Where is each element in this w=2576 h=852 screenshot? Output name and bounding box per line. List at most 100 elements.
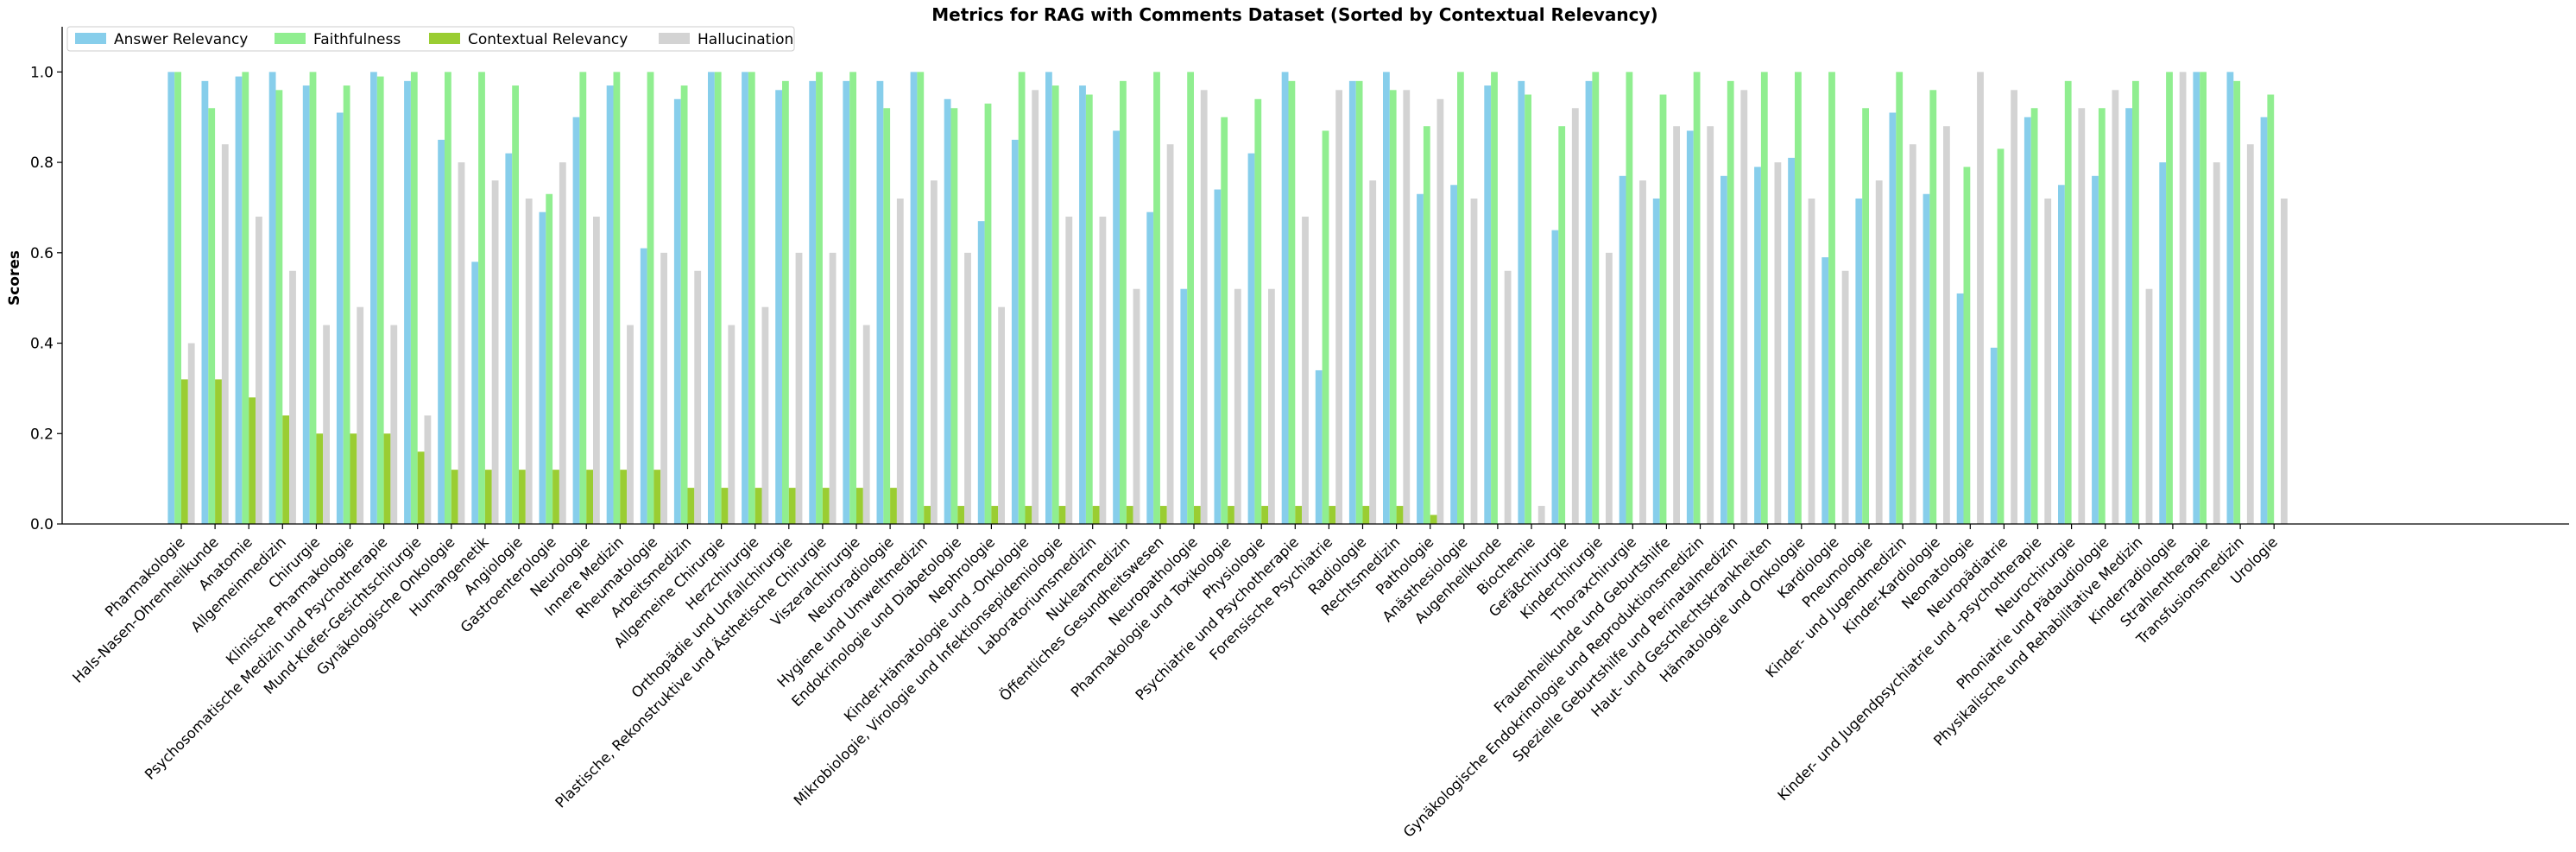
bar-hallucination-8 — [458, 162, 465, 524]
bar-answer-relevancy-13 — [606, 85, 614, 524]
bar-contextual-relevancy-9 — [484, 470, 492, 524]
bar-faithfulness-43 — [1626, 72, 1633, 525]
bar-answer-relevancy-28 — [1113, 130, 1120, 524]
y-tick-labels: 0.0 0.2 0.4 0.6 0.8 1.0 — [30, 64, 62, 533]
bar-faithfulness-59 — [2166, 72, 2173, 525]
bar-hallucination-35 — [1369, 180, 1377, 525]
bar-faithfulness-55 — [2030, 108, 2038, 524]
bar-contextual-relevancy-6 — [383, 433, 391, 524]
bar-faithfulness-62 — [2267, 94, 2275, 525]
bar-contextual-relevancy-30 — [1194, 506, 1201, 524]
bar-faithfulness-50 — [1862, 108, 1869, 524]
chart-title: Metrics for RAG with Comments Dataset (S… — [931, 4, 1657, 25]
bar-hallucination-11 — [559, 162, 566, 524]
bar-faithfulness-54 — [1997, 148, 2005, 524]
bar-faithfulness-23 — [950, 108, 958, 524]
bar-contextual-relevancy-29 — [1159, 506, 1167, 524]
bar-answer-relevancy-5 — [336, 112, 344, 525]
legend-label: Contextual Relevancy — [468, 31, 628, 48]
bar-contextual-relevancy-20 — [856, 488, 863, 524]
bar-hallucination-4 — [323, 325, 330, 524]
bar-contextual-relevancy-2 — [249, 397, 256, 524]
bar-hallucination-55 — [2044, 198, 2052, 525]
bar-faithfulness-30 — [1187, 72, 1194, 525]
bar-answer-relevancy-51 — [1889, 112, 1897, 525]
bar-answer-relevancy-35 — [1348, 80, 1356, 525]
bar-answer-relevancy-62 — [2260, 117, 2268, 525]
bar-answer-relevancy-9 — [471, 262, 479, 524]
y-tick-label: 0.2 — [30, 426, 54, 443]
bar-contextual-relevancy-31 — [1228, 506, 1234, 524]
bar-hallucination-23 — [964, 252, 971, 524]
bar-contextual-relevancy-3 — [282, 415, 290, 524]
bar-contextual-relevancy-0 — [181, 379, 188, 524]
bar-hallucination-38 — [1470, 198, 1478, 525]
bar-faithfulness-20 — [849, 72, 856, 525]
bar-hallucination-10 — [525, 198, 533, 525]
bar-contextual-relevancy-16 — [721, 488, 729, 524]
bar-hallucination-41 — [1571, 108, 1579, 524]
bar-answer-relevancy-15 — [673, 98, 681, 524]
bar-contextual-relevancy-24 — [991, 506, 999, 524]
bar-contextual-relevancy-33 — [1295, 506, 1303, 524]
bar-faithfulness-27 — [1085, 94, 1093, 525]
bar-answer-relevancy-17 — [742, 72, 748, 525]
bar-answer-relevancy-44 — [1652, 198, 1660, 525]
bar-answer-relevancy-7 — [404, 80, 411, 525]
bar-answer-relevancy-34 — [1315, 369, 1323, 524]
bar-faithfulness-57 — [2098, 108, 2106, 524]
bar-contextual-relevancy-35 — [1362, 506, 1370, 524]
bar-contextual-relevancy-5 — [350, 433, 357, 524]
bar-answer-relevancy-33 — [1281, 72, 1289, 525]
bar-hallucination-49 — [1841, 270, 1849, 524]
y-axis-label: Scores — [6, 250, 23, 306]
bar-contextual-relevancy-19 — [822, 488, 830, 524]
bar-answer-relevancy-49 — [1822, 257, 1829, 524]
bar-hallucination-52 — [1943, 126, 1950, 524]
bar-answer-relevancy-29 — [1146, 211, 1154, 524]
bar-hallucination-33 — [1302, 216, 1309, 524]
y-tick-label: 0.0 — [30, 516, 54, 533]
bar-hallucination-40 — [1537, 506, 1545, 524]
bar-contextual-relevancy-17 — [754, 488, 762, 524]
bar-answer-relevancy-14 — [640, 248, 647, 524]
bar-answer-relevancy-18 — [775, 90, 782, 524]
bar-faithfulness-40 — [1525, 94, 1531, 525]
bar-contextual-relevancy-23 — [957, 506, 965, 524]
bar-answer-relevancy-26 — [1045, 72, 1052, 525]
bar-hallucination-24 — [998, 306, 1005, 524]
bar-hallucination-37 — [1436, 98, 1444, 524]
bar-answer-relevancy-60 — [2193, 72, 2200, 525]
bar-answer-relevancy-42 — [1585, 80, 1593, 525]
bar-faithfulness-47 — [1760, 72, 1768, 525]
y-tick-label: 0.6 — [30, 245, 54, 262]
bar-contextual-relevancy-15 — [687, 488, 695, 524]
bar-answer-relevancy-43 — [1619, 175, 1626, 525]
bar-faithfulness-32 — [1254, 98, 1262, 524]
bar-answer-relevancy-1 — [201, 80, 209, 525]
y-tick-label: 0.4 — [30, 336, 54, 353]
bar-hallucination-9 — [491, 180, 499, 525]
bar-hallucination-17 — [761, 306, 769, 524]
bar-contextual-relevancy-28 — [1126, 506, 1133, 524]
bar-hallucination-2 — [256, 216, 262, 524]
bar-contextual-relevancy-34 — [1329, 506, 1336, 524]
bar-hallucination-27 — [1099, 216, 1107, 524]
bar-faithfulness-16 — [714, 72, 722, 525]
bar-answer-relevancy-53 — [1956, 293, 1964, 524]
bar-contextual-relevancy-8 — [451, 470, 458, 524]
bar-hallucination-45 — [1707, 126, 1714, 524]
bar-hallucination-16 — [728, 325, 736, 524]
bar-contextual-relevancy-21 — [890, 488, 897, 524]
bar-faithfulness-42 — [1592, 72, 1600, 525]
bar-answer-relevancy-22 — [910, 72, 918, 525]
y-tick-label: 1.0 — [30, 64, 54, 81]
bar-faithfulness-31 — [1221, 117, 1228, 525]
bar-faithfulness-25 — [1018, 72, 1026, 525]
legend-swatch — [275, 33, 306, 44]
bar-hallucination-36 — [1403, 90, 1411, 524]
bar-faithfulness-13 — [613, 72, 621, 525]
legend: Answer Relevancy Faithfulness Contextual R… — [66, 26, 795, 52]
bar-answer-relevancy-11 — [539, 211, 546, 524]
bar-answer-relevancy-25 — [1011, 139, 1019, 524]
